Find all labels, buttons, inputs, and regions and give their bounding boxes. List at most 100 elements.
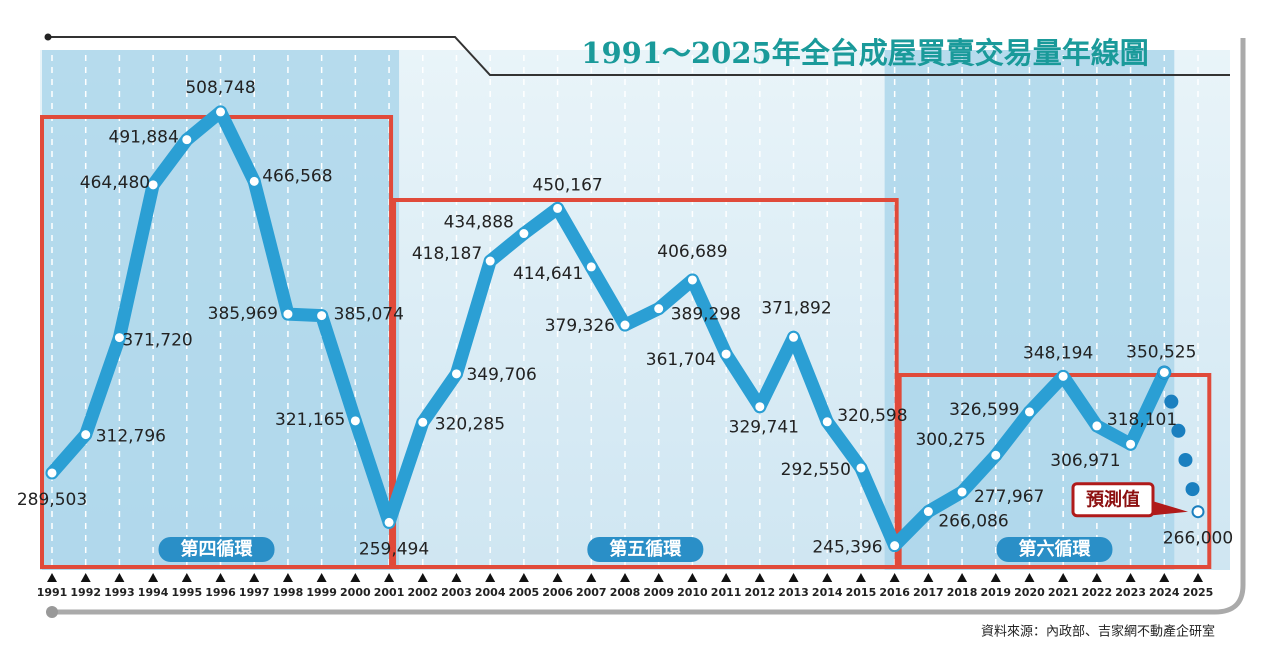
- value-label: 266,086: [938, 512, 1008, 532]
- x-tick-mark: [721, 573, 732, 582]
- data-point: [416, 415, 430, 429]
- data-point: [348, 414, 362, 428]
- trend-line: [47, 105, 1171, 553]
- x-tick-mark: [249, 573, 260, 582]
- value-label: 348,194: [1023, 343, 1093, 363]
- chart-title: 1991～2025年全台成屋買賣交易量年線圖: [581, 36, 1148, 70]
- x-tick-mark: [148, 573, 159, 582]
- x-tick-label: 2022: [1082, 586, 1113, 599]
- x-tick-label: 2000: [340, 586, 371, 599]
- value-label: 259,494: [359, 539, 429, 559]
- x-tick-mark: [485, 573, 496, 582]
- x-tick-mark: [754, 573, 765, 582]
- x-tick-mark: [114, 573, 125, 582]
- x-tick-mark: [552, 573, 563, 582]
- x-tick-label: 2013: [778, 586, 809, 599]
- x-tick-mark: [384, 573, 395, 582]
- frame-dot: [46, 606, 58, 618]
- value-label: 379,326: [545, 316, 615, 336]
- cycle-label: 第五循環: [609, 538, 682, 560]
- data-point: [247, 174, 261, 188]
- cycle-box: [897, 373, 1212, 569]
- data-point: [214, 105, 228, 119]
- x-tick-mark: [1058, 573, 1069, 582]
- data-point: [1124, 437, 1138, 451]
- x-tick-mark: [822, 573, 833, 582]
- x-tick-mark: [990, 573, 1001, 582]
- value-label: 300,275: [915, 430, 985, 450]
- data-point: [854, 461, 868, 475]
- value-label: 385,074: [334, 305, 404, 325]
- data-point: [1157, 365, 1171, 379]
- x-tick-label: 1995: [172, 586, 203, 599]
- x-tick-mark: [1024, 573, 1035, 582]
- value-label: 361,704: [646, 350, 716, 370]
- forecast-label: 預測值: [1086, 489, 1140, 511]
- value-label: 321,165: [275, 410, 345, 430]
- data-point: [551, 201, 565, 215]
- x-tick-mark: [215, 573, 226, 582]
- x-tick-mark: [80, 573, 91, 582]
- x-tick-mark: [1091, 573, 1102, 582]
- value-label: 320,285: [435, 414, 505, 434]
- value-label: 318,101: [1107, 410, 1177, 430]
- cycle-pill: [587, 537, 704, 562]
- x-tick-label: 2010: [677, 586, 708, 599]
- value-label: 350,525: [1126, 342, 1196, 362]
- data-point: [180, 133, 194, 147]
- data-point: [449, 367, 463, 381]
- forecast-pointer: [1148, 499, 1188, 516]
- x-tick-mark: [47, 573, 57, 582]
- x-tick-label: 1993: [104, 586, 135, 599]
- x-tick-mark: [417, 573, 428, 582]
- x-tick-label: 1991: [37, 586, 68, 599]
- x-tick-label: 2007: [576, 586, 607, 599]
- data-point: [685, 273, 699, 287]
- x-tick-label: 2005: [509, 586, 540, 599]
- x-tick-label: 2003: [441, 586, 472, 599]
- cycle-box: [392, 198, 899, 569]
- x-tick-mark: [282, 573, 293, 582]
- data-point: [989, 448, 1003, 462]
- x-tick-mark: [788, 573, 799, 582]
- x-tick-mark: [181, 573, 192, 582]
- x-tick-mark: [687, 573, 698, 582]
- value-label: 466,568: [262, 166, 332, 186]
- x-tick-label: 2025: [1183, 586, 1214, 599]
- x-tick-mark: [1125, 573, 1136, 582]
- x-tick-mark: [350, 573, 361, 582]
- data-point: [584, 260, 598, 274]
- x-tick-label: 1994: [138, 586, 169, 599]
- forecast-box: [1071, 482, 1155, 518]
- x-tick-mark: [957, 573, 968, 582]
- x-tick-label: 2023: [1115, 586, 1146, 599]
- x-tick-mark: [518, 573, 529, 582]
- value-label: 418,187: [412, 244, 482, 264]
- data-point: [1090, 419, 1104, 433]
- x-tick-label: 2015: [846, 586, 877, 599]
- data-point: [517, 227, 531, 241]
- x-tick-label: 2011: [711, 586, 742, 599]
- x-tick-label: 1992: [70, 586, 101, 599]
- x-tick-mark: [855, 573, 866, 582]
- data-point: [45, 466, 59, 480]
- data-point: [382, 515, 396, 529]
- value-label: 289,503: [17, 490, 87, 510]
- data-point: [787, 330, 801, 344]
- x-tick-mark: [316, 573, 327, 582]
- value-label: 292,550: [781, 460, 851, 480]
- x-tick-mark: [1193, 573, 1203, 582]
- x-tick-mark: [620, 573, 630, 582]
- cycle-pill: [158, 537, 275, 562]
- value-label: 277,967: [974, 487, 1044, 507]
- data-point: [79, 428, 93, 442]
- x-tick-label: 2014: [812, 586, 843, 599]
- x-tick-label: 2004: [475, 586, 506, 599]
- outer-frame: [52, 38, 1246, 615]
- value-label: 326,599: [949, 400, 1019, 420]
- data-point: [955, 485, 969, 499]
- x-tick-label: 1998: [273, 586, 304, 599]
- data-point: [719, 347, 733, 361]
- x-tick-label: 2019: [980, 586, 1011, 599]
- x-tick-label: 2009: [643, 586, 674, 599]
